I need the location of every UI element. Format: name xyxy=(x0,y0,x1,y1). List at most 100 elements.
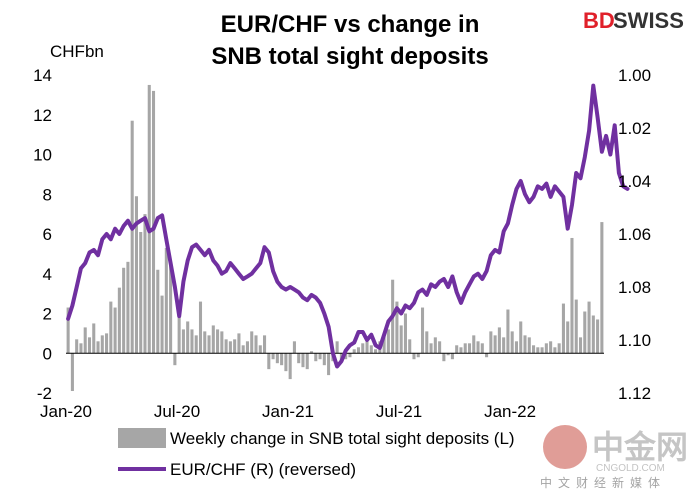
logo-swiss: SWISS xyxy=(613,8,684,33)
bar xyxy=(467,343,472,354)
bar xyxy=(177,299,181,354)
bar xyxy=(540,347,544,354)
watermark-title: 中金网 xyxy=(592,429,688,465)
bar xyxy=(75,339,79,354)
bar xyxy=(173,353,177,366)
bar xyxy=(156,269,160,354)
bar xyxy=(544,343,548,354)
bar xyxy=(160,295,164,354)
bar xyxy=(100,335,104,354)
bar xyxy=(79,343,83,354)
x-tick-label: Jan-20 xyxy=(40,402,92,421)
bar xyxy=(553,347,557,354)
bar xyxy=(335,341,339,354)
bar xyxy=(493,335,497,354)
bar xyxy=(224,339,228,354)
bar xyxy=(399,325,403,354)
bdswiss-logo: BD SWISS xyxy=(583,8,684,33)
bar xyxy=(600,222,604,354)
bar xyxy=(297,353,301,364)
y-left-tick-label: 6 xyxy=(43,225,52,244)
watermark-tagline: 中文财经新媒体 xyxy=(540,475,666,490)
bar xyxy=(455,345,459,354)
bar xyxy=(382,335,386,354)
bar xyxy=(83,327,87,354)
x-tick-label: Jul-21 xyxy=(376,402,422,421)
bar xyxy=(557,343,561,354)
bar xyxy=(386,329,390,354)
bar xyxy=(574,299,578,354)
watermark-emblem xyxy=(543,425,587,469)
chart-title-line2: SNB total sight deposits xyxy=(211,43,488,70)
bar xyxy=(87,337,92,354)
bar xyxy=(126,261,130,354)
bar xyxy=(164,247,168,354)
y-left-tick-label: 12 xyxy=(33,106,52,125)
bar xyxy=(105,333,109,354)
bar xyxy=(275,353,279,364)
bar xyxy=(489,331,493,354)
bar xyxy=(591,315,595,354)
bar xyxy=(566,321,570,354)
bar xyxy=(352,349,356,354)
bar xyxy=(117,287,121,354)
bar xyxy=(356,347,361,354)
bar xyxy=(485,353,489,358)
bar xyxy=(169,261,173,354)
bar xyxy=(523,335,527,354)
bar xyxy=(220,331,224,354)
bar xyxy=(578,337,583,354)
y-right-ticks: 1.00 1.02 1.04 1.06 1.08 1.10 1.12 xyxy=(618,66,651,403)
bar xyxy=(284,353,288,372)
bar xyxy=(134,196,138,354)
bar xyxy=(241,345,245,354)
bar xyxy=(587,301,591,354)
bar xyxy=(420,307,425,354)
bar xyxy=(583,311,587,354)
bar xyxy=(292,341,296,354)
bar xyxy=(532,345,536,354)
bar xyxy=(527,337,531,354)
bar xyxy=(438,341,442,354)
logo-bd: BD xyxy=(583,8,615,33)
bar xyxy=(536,347,540,354)
bar xyxy=(497,327,501,354)
y-left-tick-label: 14 xyxy=(33,66,52,85)
bar xyxy=(480,343,484,354)
y-right-tick-label: 1.08 xyxy=(618,278,651,297)
bar xyxy=(318,353,322,360)
y-left-ticks: -2 0 2 4 6 8 10 12 14 xyxy=(33,66,52,403)
bar xyxy=(450,353,454,360)
bar xyxy=(348,353,352,358)
y-right-tick-label: 1.06 xyxy=(618,225,651,244)
y-right-tick-label: 1.04 xyxy=(618,172,651,191)
bar xyxy=(322,353,326,366)
bar xyxy=(258,345,262,354)
bar xyxy=(147,84,151,354)
bar xyxy=(122,267,126,354)
bar xyxy=(305,353,309,370)
bar xyxy=(561,303,565,354)
y-right-tick-label: 1.02 xyxy=(618,119,651,138)
bar xyxy=(139,232,143,354)
bar xyxy=(472,335,476,354)
bar xyxy=(250,331,254,354)
bar xyxy=(442,353,446,362)
bar xyxy=(92,323,96,354)
bar xyxy=(519,321,523,354)
bar xyxy=(203,331,207,354)
bar xyxy=(254,335,258,354)
bar xyxy=(113,307,117,354)
bar xyxy=(361,343,365,354)
y-left-tick-label: -2 xyxy=(37,384,52,403)
watermark-site: CNGOLD.COM xyxy=(596,463,665,474)
bar xyxy=(70,353,74,392)
bar xyxy=(211,325,215,354)
x-tick-label: Jul-20 xyxy=(154,402,200,421)
bar xyxy=(309,351,314,354)
bar xyxy=(412,353,416,360)
bar xyxy=(280,353,284,366)
bar xyxy=(263,335,267,354)
bar xyxy=(502,337,506,354)
